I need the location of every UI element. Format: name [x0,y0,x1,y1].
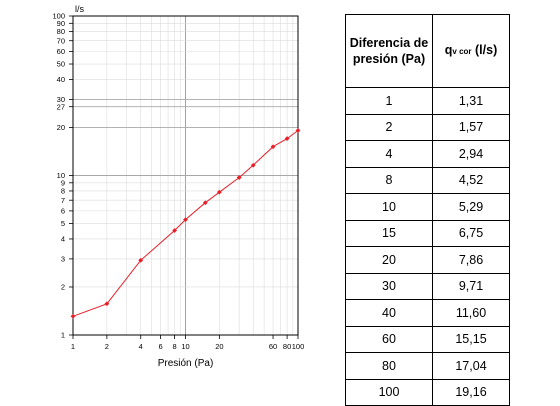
x-tick-label: 100 [292,342,305,351]
data-point-marker [236,175,242,180]
table-row: 40 11,60 [345,299,510,327]
y-tick-label: 20 [57,123,65,132]
flow-pressure-chart: 1 2 4 6 8 10 20 60 80 100123456789102027304050607… [52,4,304,369]
chart-series [70,128,301,319]
x-tick-label: 4 [139,342,143,351]
header-flow-subscript: v cor [452,47,472,56]
plot-frame [72,15,299,336]
x-tick-label: 8 [173,342,177,351]
flow-data-table: Diferencia de presión (Pa) qv cor (l/s) … [345,14,510,406]
data-point-marker [70,313,76,319]
y-tick-label: 3 [61,255,65,264]
y-tick-label: 10 [57,171,65,180]
table-row: 4 2,94 [345,140,510,168]
y-tick-label: 8 [61,187,65,196]
table-row: 10 5,29 [345,193,510,221]
table-row: 80 17,04 [345,352,510,380]
header-flow-symbol: q [444,43,453,57]
pressure-cell: 40 [345,299,433,327]
header-pressure-difference: Diferencia de presión (Pa) [345,14,433,88]
flow-cell: 7,86 [432,246,510,274]
data-point-marker [183,217,188,223]
y-tick-label: 9 [61,178,65,187]
data-point-marker [216,189,222,195]
y-tick-label: 80 [57,27,65,36]
data-point-marker [138,257,144,263]
y-tick-label: 7 [61,196,65,205]
pressure-cell: 15 [345,219,433,247]
table-row: 60 15,15 [345,325,510,353]
pressure-cell: 1 [345,87,433,115]
y-tick-label: 6 [61,207,65,216]
flow-cell: 5,29 [432,193,510,221]
data-point-marker [104,301,110,307]
flow-cell: 1,57 [432,113,510,141]
y-tick-label: 2 [61,283,65,292]
y-tick-label: 90 [57,19,65,28]
table-row: 30 9,71 [345,272,510,300]
y-tick-label: 60 [57,47,65,56]
x-tick-label: 10 [181,342,189,351]
pressure-cell: 60 [345,325,433,353]
x-tick-label: 2 [105,342,109,351]
table-row: 100 19,16 [345,378,510,406]
table-row: 20 7,86 [345,246,510,274]
x-tick-label: 20 [215,342,223,351]
x-tick-label: 80 [283,342,291,351]
table-header-row: Diferencia de presión (Pa) qv cor (l/s) [345,14,510,88]
y-tick-label: 50 [57,60,65,69]
table-body: 1 1,31 2 1,57 4 2,94 8 4,52 10 5,29 15 6,75 20 7,86 30… [345,87,510,406]
flow-cell: 11,60 [432,299,510,327]
y-tick-label: 30 [57,95,65,104]
flow-cell: 19,16 [432,378,510,406]
chart-ticks: 1 2 4 6 8 10 20 60 80 100123456789102027304050607… [52,12,304,351]
pressure-cell: 30 [345,272,433,300]
data-point-marker [270,144,276,150]
flow-cell: 1,31 [432,87,510,115]
flow-cell: 9,71 [432,272,510,300]
x-axis-title: Presión (Pa) [158,358,214,369]
y-tick-label: 27 [57,102,65,111]
flow-cell: 4,52 [432,166,510,194]
series-line [72,130,299,317]
table-row: 15 6,75 [345,219,510,247]
pressure-cell: 100 [345,378,433,406]
table-row: 1 1,31 [345,87,510,115]
pressure-cell: 8 [345,166,433,194]
y-tick-label: 70 [57,36,65,45]
flow-cell: 15,15 [432,325,510,353]
header-corrected-flow: qv cor (l/s) [432,14,510,88]
flow-cell: 17,04 [432,352,510,380]
chart-grid [72,15,299,336]
x-tick-label: 1 [71,342,75,351]
data-point-marker [172,228,177,233]
y-tick-label: 4 [61,235,65,244]
data-point-marker [284,136,290,141]
data-point-marker [250,162,256,168]
pressure-cell: 80 [345,352,433,380]
y-axis-unit-label: l/s [75,4,85,14]
pressure-cell: 2 [345,113,433,141]
flow-cell: 6,75 [432,219,510,247]
flow-cell: 2,94 [432,140,510,168]
y-tick-label: 100 [52,12,65,21]
y-tick-label: 1 [61,331,65,340]
y-tick-label: 40 [57,75,65,84]
data-point-marker [202,200,208,206]
pressure-cell: 10 [345,193,433,221]
pressure-cell: 20 [345,246,433,274]
header-flow-unit: (l/s) [471,43,498,57]
table-row: 8 4,52 [345,166,510,194]
x-tick-label: 6 [158,342,162,351]
table-row: 2 1,57 [345,113,510,141]
x-tick-label: 60 [269,342,277,351]
y-tick-label: 5 [61,219,65,228]
data-point-marker [295,128,301,133]
pressure-cell: 4 [345,140,433,168]
